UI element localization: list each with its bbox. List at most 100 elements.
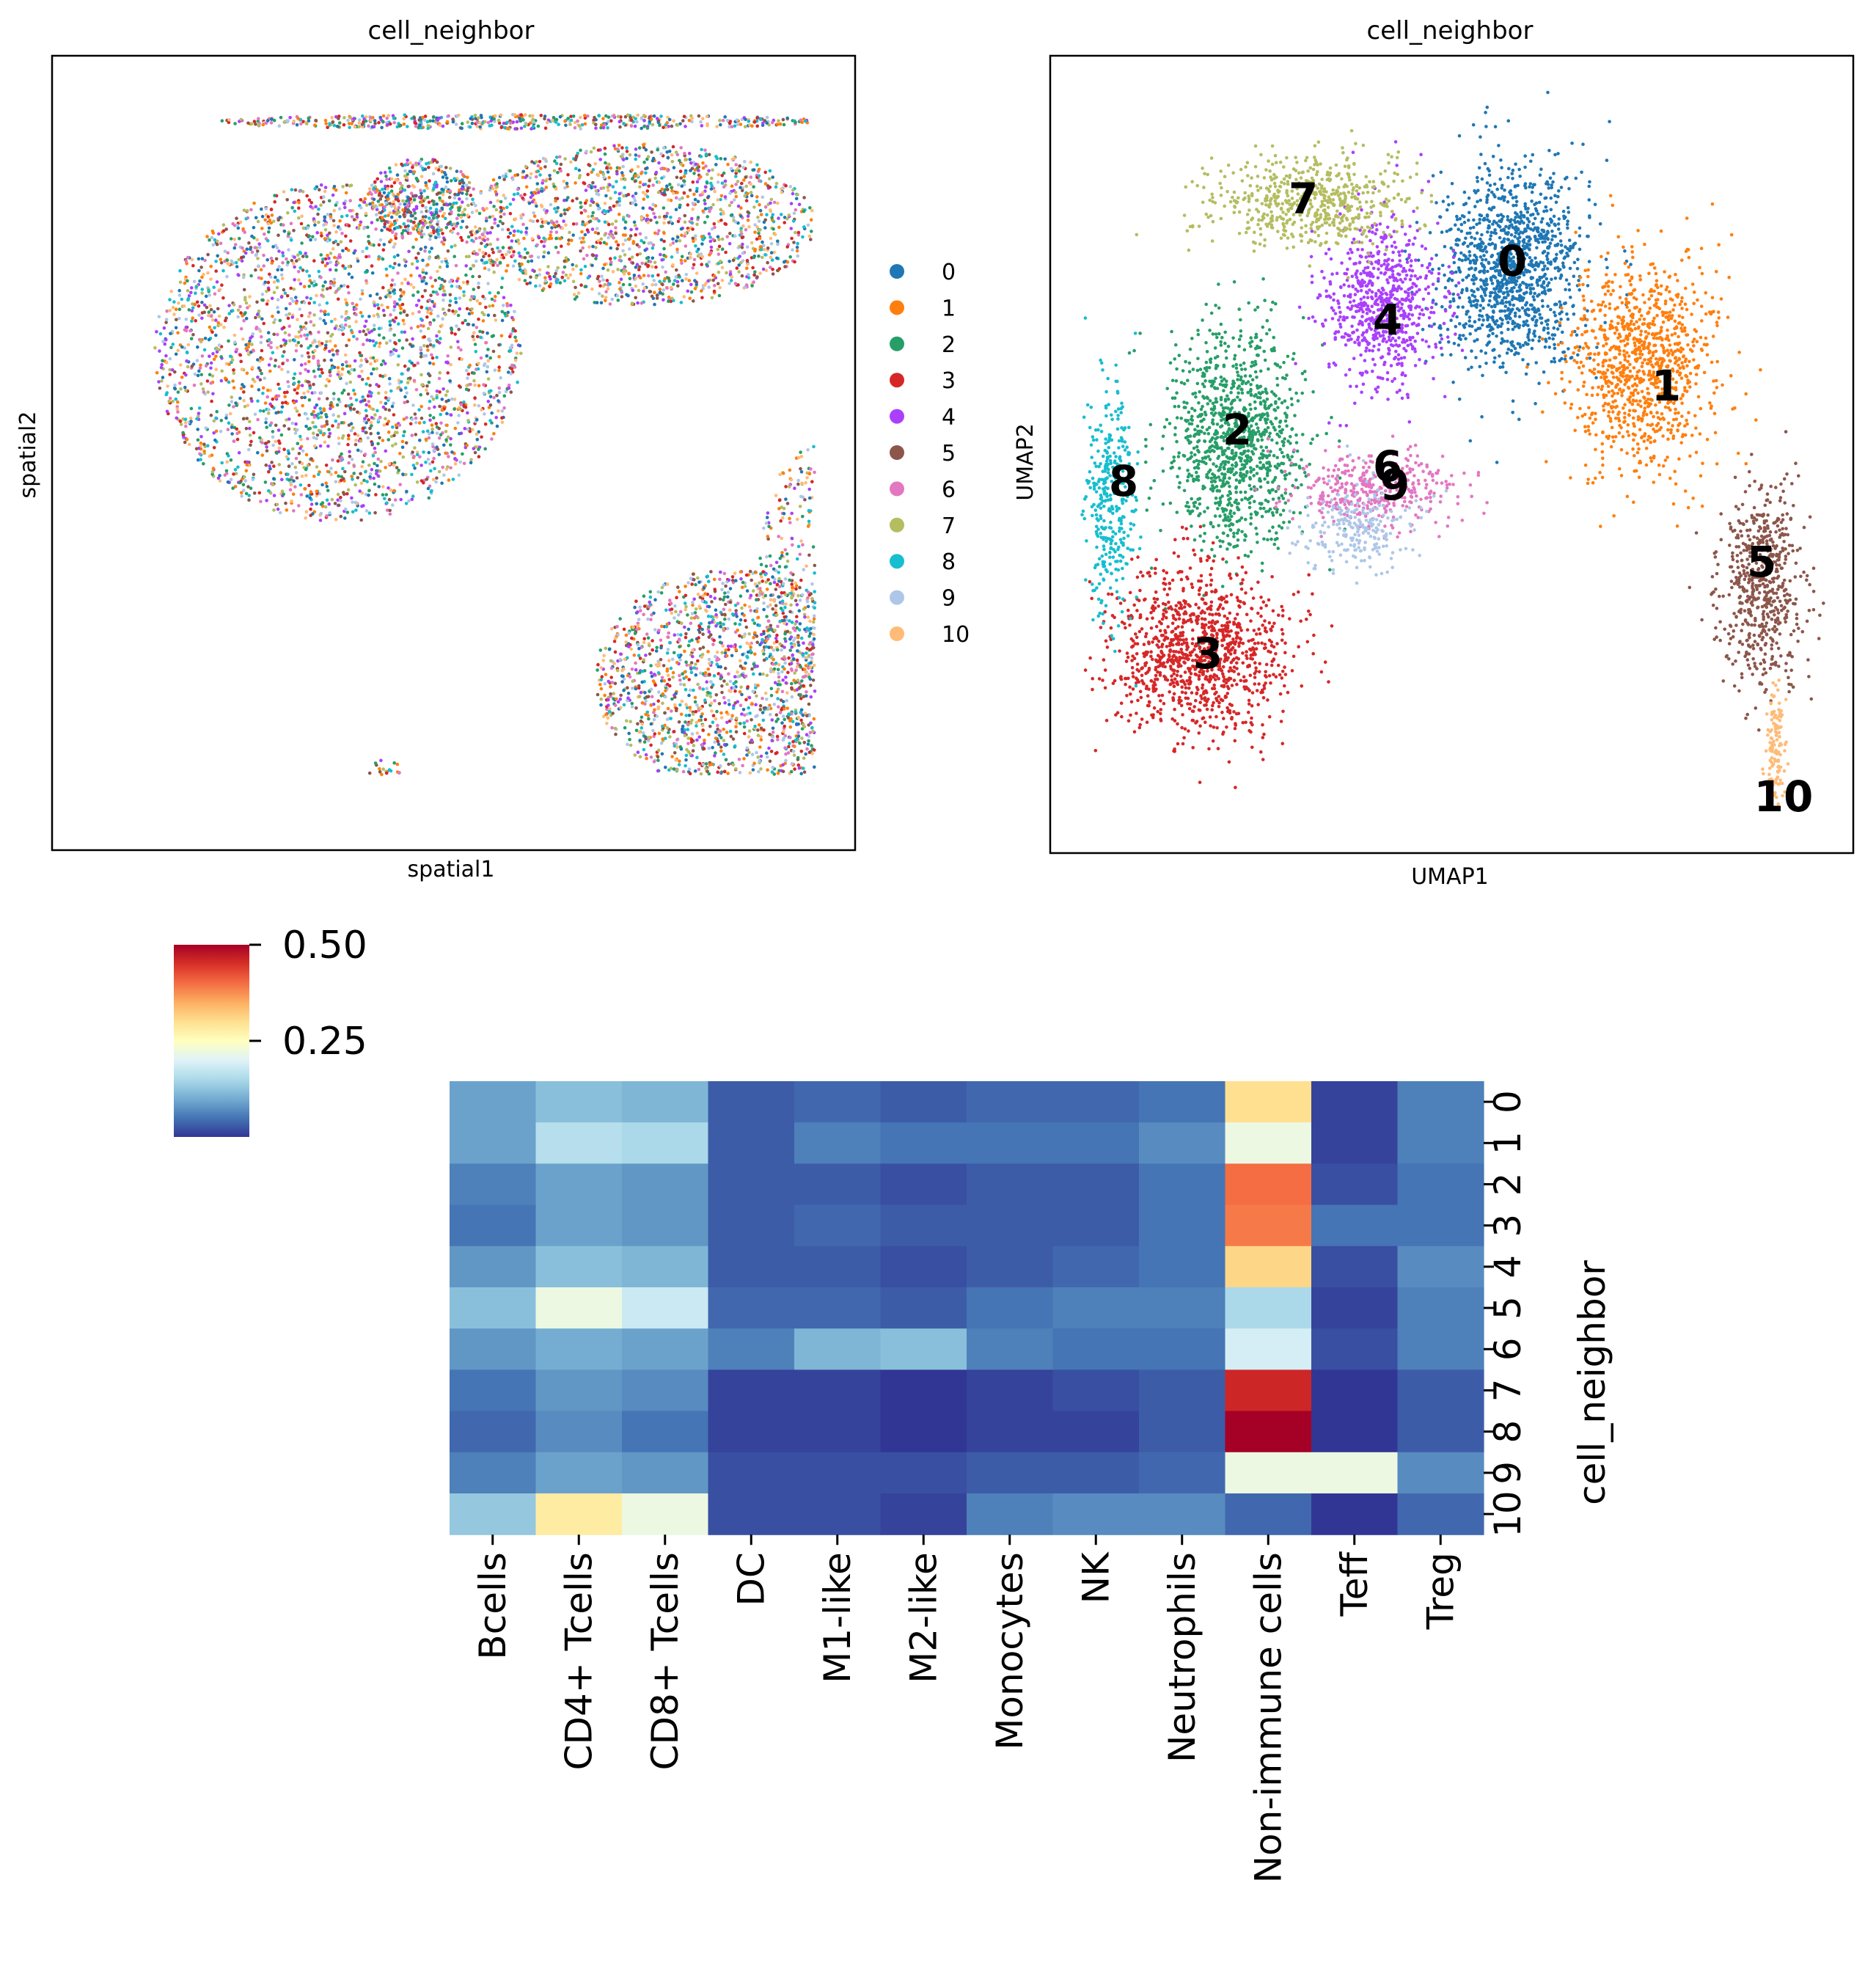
spatial-point <box>610 222 615 226</box>
spatial-point <box>486 359 491 363</box>
spatial-point <box>183 281 187 285</box>
spatial-point <box>345 183 349 187</box>
spatial-point <box>612 692 615 695</box>
spatial-point <box>750 753 755 756</box>
spatial-point <box>603 263 607 267</box>
spatial-point <box>542 255 546 259</box>
spatial-point <box>719 570 722 574</box>
spatial-point <box>282 447 286 451</box>
spatial-point <box>242 390 246 394</box>
spatial-point <box>372 367 375 371</box>
spatial-point <box>535 182 540 186</box>
spatial-point <box>502 194 505 197</box>
spatial-point <box>640 301 644 305</box>
spatial-point <box>332 277 337 282</box>
spatial-point <box>407 499 411 503</box>
spatial-point <box>452 407 456 411</box>
spatial-point <box>350 275 354 279</box>
spatial-point <box>174 352 178 356</box>
spatial-point <box>209 277 213 281</box>
spatial-point <box>709 181 713 186</box>
spatial-point <box>591 211 595 215</box>
spatial-point <box>379 180 384 183</box>
spatial-point <box>703 185 708 189</box>
spatial-point <box>616 243 620 247</box>
spatial-point <box>700 147 703 152</box>
spatial-point <box>458 432 461 436</box>
spatial-point <box>202 449 206 453</box>
spatial-point <box>160 362 164 367</box>
spatial-point <box>651 274 655 278</box>
spatial-point <box>604 646 608 651</box>
spatial-point <box>378 341 382 345</box>
spatial-point <box>683 649 686 654</box>
spatial-point <box>773 233 777 237</box>
spatial-point <box>302 301 307 304</box>
spatial-point <box>682 295 686 299</box>
spatial-point <box>306 436 309 441</box>
spatial-point <box>307 355 311 359</box>
spatial-point <box>286 472 290 476</box>
spatial-point <box>318 343 322 347</box>
spatial-point <box>669 717 673 720</box>
spatial-point <box>334 344 337 348</box>
spatial-point <box>753 230 757 234</box>
spatial-point <box>393 431 397 434</box>
spatial-point <box>621 164 625 169</box>
spatial-point <box>209 361 213 365</box>
spatial-point <box>462 461 466 466</box>
spatial-point <box>271 219 276 224</box>
spatial-point <box>283 331 287 335</box>
spatial-point <box>810 744 813 747</box>
spatial-point <box>483 447 487 451</box>
spatial-point <box>260 372 263 376</box>
spatial-point <box>194 285 199 289</box>
spatial-point <box>370 221 374 224</box>
spatial-point <box>659 152 663 156</box>
spatial-point <box>359 358 364 362</box>
spatial-point <box>596 203 600 208</box>
spatial-point <box>435 185 439 189</box>
spatial-point <box>340 456 344 460</box>
spatial-point <box>439 337 442 340</box>
spatial-point <box>794 197 799 201</box>
spatial-point <box>231 379 235 383</box>
spatial-point <box>730 275 733 279</box>
spatial-point <box>701 166 706 170</box>
spatial-point <box>367 400 371 403</box>
spatial-point <box>206 444 210 447</box>
spatial-point <box>466 213 469 217</box>
spatial-point <box>425 478 429 481</box>
spatial-point <box>694 234 697 238</box>
spatial-point <box>351 301 355 306</box>
spatial-point <box>780 213 783 216</box>
spatial-point <box>227 403 231 407</box>
spatial-point <box>304 367 307 372</box>
spatial-point <box>689 161 693 165</box>
spatial-point <box>740 181 744 186</box>
spatial-point <box>771 213 774 217</box>
spatial-point <box>437 453 441 456</box>
spatial-point <box>475 334 480 339</box>
spatial-point <box>214 354 218 359</box>
spatial-point <box>590 287 594 291</box>
spatial-point <box>389 189 394 193</box>
spatial-point <box>229 478 233 481</box>
spatial-point <box>342 492 346 496</box>
spatial-point <box>329 403 333 407</box>
spatial-point <box>449 443 452 447</box>
spatial-point <box>496 246 499 250</box>
spatial-point <box>599 703 603 707</box>
spatial-point <box>577 168 582 172</box>
spatial-point <box>665 150 669 154</box>
spatial-point <box>714 163 718 167</box>
spatial-point <box>719 716 724 720</box>
spatial-point <box>749 191 753 194</box>
spatial-point <box>674 275 678 279</box>
spatial-point <box>240 494 243 498</box>
spatial-point <box>761 240 764 244</box>
spatial-point <box>430 356 435 360</box>
spatial-point <box>238 220 243 224</box>
spatial-point <box>676 183 681 187</box>
spatial-point <box>382 243 386 246</box>
